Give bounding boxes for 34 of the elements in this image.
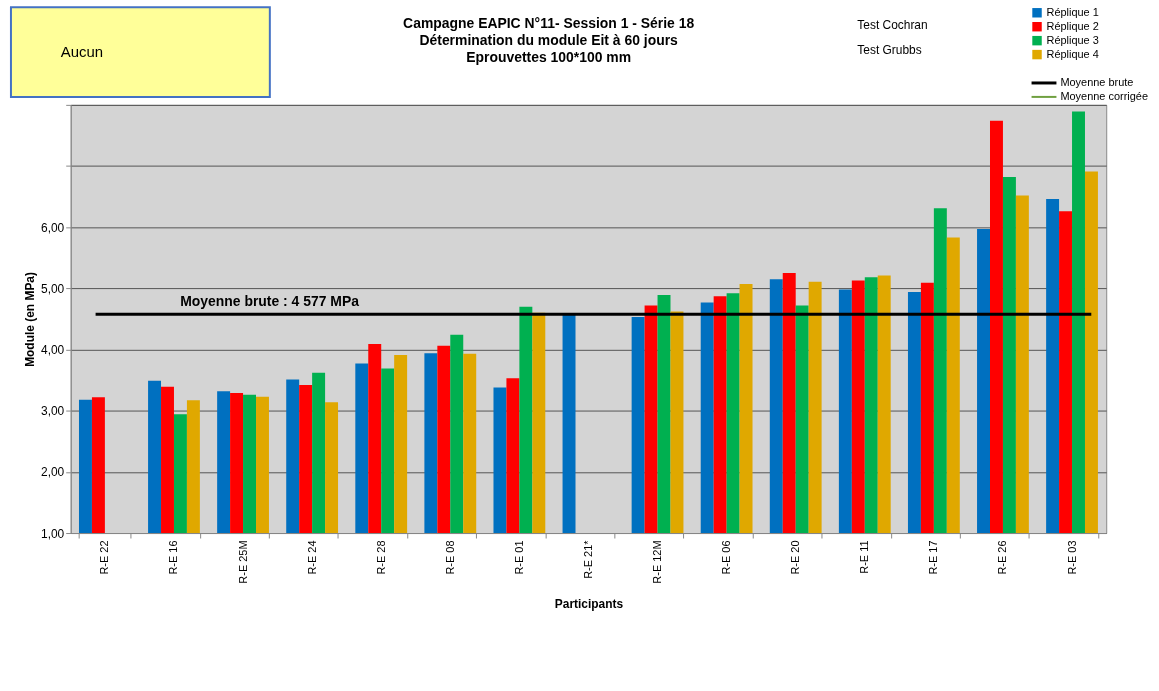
text: Test Cochran	[857, 18, 928, 33]
x-tick-label: R-E 03	[1065, 540, 1078, 575]
text: Moyenne brute	[1060, 75, 1134, 88]
text: Test Grubbs	[857, 43, 922, 58]
legend-label: Réplique 1	[1046, 5, 1099, 18]
x-tick-label: R-E 21*	[581, 539, 594, 579]
y-tick-label: 3,00	[40, 404, 65, 419]
x-tick-label: R-E 08	[443, 540, 456, 575]
legend-label: Réplique 3	[1046, 33, 1099, 46]
x-tick-label: R-E 25M	[236, 540, 249, 584]
x-tick-label: R-E 28	[374, 540, 387, 575]
x-tick-label: R-E 24	[305, 540, 318, 575]
y-tick-label: 4,00	[40, 343, 65, 358]
chart-title: Campagne EAPIC N°11- Session 1 - Série 18 Détermination du module Eit à 60 jours Eprouvettes 100*100 mm	[403, 15, 695, 66]
x-tick-label: R-E 12M	[651, 540, 664, 584]
y-axis-title: Module (en MPa)	[23, 272, 37, 367]
legend-label: Réplique 4	[1046, 47, 1099, 60]
y-tick-label: 1,00	[40, 526, 65, 541]
y-tick-label: 6,00	[40, 220, 65, 235]
x-tick-label: R-E 26	[996, 540, 1009, 575]
x-tick-label: R-E 17	[927, 540, 940, 575]
ref-line-label: Moyenne brute : 4 577 MPa	[180, 293, 360, 310]
x-tick-label: R-E 01	[512, 540, 525, 575]
legend-label: Réplique 2	[1046, 19, 1099, 32]
x-tick-label: R-E 22	[98, 540, 111, 575]
x-tick-label: R-E 16	[167, 540, 180, 575]
text: Moyenne corrigée	[1060, 89, 1148, 102]
x-tick-label: R-E 20	[789, 540, 802, 575]
x-tick-label: R-E 11	[858, 540, 871, 574]
y-tick-label: 5,00	[40, 281, 65, 296]
x-axis-title: Participants	[554, 596, 624, 611]
x-tick-label: R-E 06	[720, 540, 733, 575]
text: Aucun	[60, 43, 104, 61]
y-tick-label: 2,00	[40, 465, 65, 480]
